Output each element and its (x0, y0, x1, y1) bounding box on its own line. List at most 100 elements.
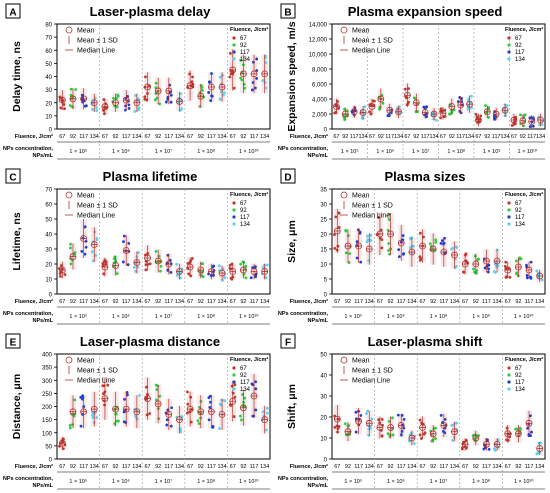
fluence-tick-label: 67 (419, 464, 425, 470)
row-label-concentration: NPs concentration, (3, 476, 54, 482)
data-point (143, 95, 147, 99)
fluence-tick-label: 92 (70, 299, 76, 305)
fluence-legend-label: 117 (240, 380, 250, 386)
data-point (366, 409, 370, 413)
mean-marker (368, 103, 376, 110)
concentration-label: 1 × 10⁵ (69, 148, 87, 155)
data-point (63, 107, 66, 111)
mean-marker (419, 424, 426, 431)
fluence-tick-label: 134 (358, 134, 367, 140)
fluence-tick-label: 117 (525, 299, 534, 305)
concentration-label: 1 × 10⁶ (387, 478, 405, 485)
data-point (529, 260, 533, 264)
data-point (266, 411, 269, 415)
data-point (148, 412, 152, 415)
mean-marker (472, 260, 480, 268)
fluence-tick-label: 67 (440, 134, 446, 140)
data-point (429, 429, 433, 433)
data-point (487, 263, 491, 267)
legend-mean-marker (65, 356, 73, 364)
row-label-units: NPs/mL (33, 318, 54, 324)
fluence-tick-label: 134 (175, 464, 184, 470)
concentration-label: 1 × 10⁹ (472, 313, 490, 320)
fluence-legend-label: 134 (240, 387, 251, 393)
fluence-legend-marker (232, 43, 236, 47)
data-point (370, 417, 374, 421)
data-point (157, 417, 161, 421)
mean-marker (451, 251, 458, 259)
fluence-tick-label: 117 (350, 134, 359, 140)
data-point (412, 244, 415, 248)
data-point (217, 264, 221, 268)
data-point (138, 394, 141, 397)
data-point (355, 240, 359, 244)
data-point (207, 91, 211, 94)
fluence-tick-label: 117 (122, 134, 131, 140)
y-tick-label: 40 (45, 233, 52, 239)
data-point (254, 408, 258, 412)
fluence-tick-label: 117 (207, 299, 216, 305)
y-tick-label: 30 (45, 88, 52, 94)
panel-letter-box (280, 3, 296, 19)
data-point (371, 99, 375, 103)
data-point (409, 431, 413, 435)
fluence-tick-label: 92 (430, 464, 436, 470)
fluence-tick-label: 92 (240, 299, 246, 305)
y-tick-label: 300 (42, 379, 53, 385)
fluence-tick-label: 92 (155, 299, 161, 305)
data-point (242, 261, 246, 264)
data-point (367, 433, 371, 437)
y-tick-label: 8,000 (312, 68, 328, 74)
y-tick-label: 15 (320, 248, 327, 254)
data-point (91, 416, 95, 419)
data-point (450, 423, 454, 427)
data-point (144, 75, 147, 79)
fluence-tick-label: 134 (394, 134, 403, 140)
fluence-legend-label: 117 (515, 215, 525, 221)
data-point (134, 94, 137, 97)
concentration-label: 1 × 10¹⁰ (518, 148, 538, 155)
data-point (84, 239, 88, 243)
data-point (396, 413, 400, 417)
fluence-legend-marker (232, 222, 236, 226)
data-point (207, 418, 211, 422)
mean-marker (537, 116, 544, 124)
data-point (84, 245, 88, 249)
data-point (127, 107, 131, 110)
mean-marker (229, 66, 237, 74)
fluence-tick-label: 67 (144, 299, 150, 305)
data-point (486, 270, 490, 274)
fluence-tick-label: 134 (492, 299, 501, 305)
fluence-tick-label: 134 (90, 464, 99, 470)
legend-median-label: Median Line (77, 48, 115, 55)
fluence-tick-label: 67 (102, 299, 108, 305)
data-point (380, 246, 384, 250)
legend-sd-label: Mean ± 1 SD (77, 368, 118, 375)
mean-marker (355, 242, 363, 250)
data-point (264, 86, 268, 90)
fluence-legend-marker (507, 201, 511, 205)
data-point (68, 104, 72, 108)
fluence-tick-label: 92 (155, 134, 161, 140)
data-point (83, 104, 87, 108)
fluence-tick-label: 117 (164, 299, 173, 305)
mean-marker (165, 87, 173, 95)
data-point (368, 110, 371, 114)
fluence-tick-label: 67 (230, 134, 236, 140)
mean-marker (186, 405, 194, 413)
data-point (441, 429, 445, 433)
y-tick-label: 50 (45, 444, 52, 450)
data-point (208, 80, 211, 84)
y-tick-label: 25 (320, 218, 327, 224)
data-point (402, 418, 406, 421)
fluence-tick-label: 134 (407, 299, 416, 305)
y-tick-label: 35 (320, 188, 327, 194)
data-point (473, 254, 477, 258)
fluence-tick-label: 134 (365, 464, 374, 470)
data-point (336, 244, 340, 248)
data-point (355, 256, 359, 260)
fluence-tick-label: 134 (217, 299, 226, 305)
data-point (333, 233, 336, 236)
data-point (231, 391, 235, 395)
